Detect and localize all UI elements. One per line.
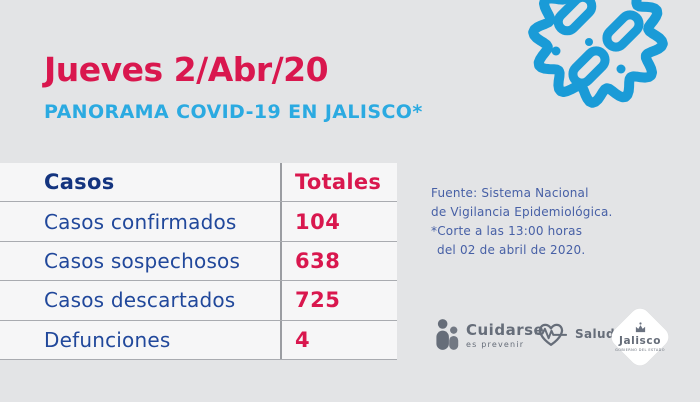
jalisco-logo: Jalisco GOBIERNO DEL ESTADO: [607, 304, 673, 370]
covid-cases-table: Casos Totales Casos confirmados 104 Caso…: [0, 163, 397, 361]
virus-inner-dots: [551, 38, 626, 74]
table-row: Casos descartados 725: [0, 281, 397, 321]
page-title: PANORAMA COVID-19 EN JALISCO*: [44, 101, 423, 123]
jalisco-label: Jalisco: [618, 335, 662, 347]
source-note-line: del 02 de abril de 2020.: [437, 243, 586, 257]
row-value-confirmados: 104: [295, 209, 341, 234]
row-value-descartados: 725: [295, 288, 341, 313]
cuidarse-subtitle: es prevenir: [466, 339, 525, 349]
cuidarse-title: Cuidarse: [466, 320, 545, 339]
source-note: Fuente: Sistema Nacional de Vigilancia E…: [431, 184, 613, 260]
header-cell-totals: Totales: [282, 163, 381, 201]
row-label-sospechosos: Casos sospechosos: [44, 249, 241, 274]
row-label-confirmados: Casos confirmados: [44, 209, 237, 234]
people-icon: [436, 319, 459, 350]
table-header-row: Casos Totales: [0, 163, 397, 203]
salud-label: Salud: [575, 326, 615, 341]
cuidarse-logo: Cuidarse es prevenir: [434, 318, 544, 351]
row-value-defunciones: 4: [295, 327, 311, 352]
row-label-descartados: Casos descartados: [44, 288, 236, 313]
virus-ring-outline: [528, 0, 668, 108]
source-note-line: Fuente: Sistema Nacional: [431, 186, 589, 200]
source-note-line: *Corte a las 13:00 horas: [431, 224, 583, 238]
row-value-sospechosos: 638: [295, 249, 341, 274]
column-header-totals: Totales: [295, 170, 382, 195]
table-row: Casos sospechosos 638: [0, 241, 397, 282]
page-date-title: Jueves 2/Abr/20: [44, 50, 329, 89]
row-label-defunciones: Defunciones: [44, 327, 171, 352]
virus-icon: [528, 0, 668, 108]
header-cell-cases: Casos: [0, 163, 282, 202]
column-header-cases: Casos: [44, 170, 115, 195]
jalisco-caption: GOBIERNO DEL ESTADO: [615, 348, 665, 352]
table-row: Defunciones 4: [0, 320, 397, 361]
table-row: Casos confirmados 104: [0, 202, 397, 242]
crest-icon: [635, 322, 645, 333]
source-note-line: de Vigilancia Epidemiológica.: [431, 205, 613, 219]
salud-logo: Salud: [535, 319, 615, 348]
virus-inner-ovals: [553, 0, 644, 88]
heart-ecg-icon: [535, 323, 567, 346]
